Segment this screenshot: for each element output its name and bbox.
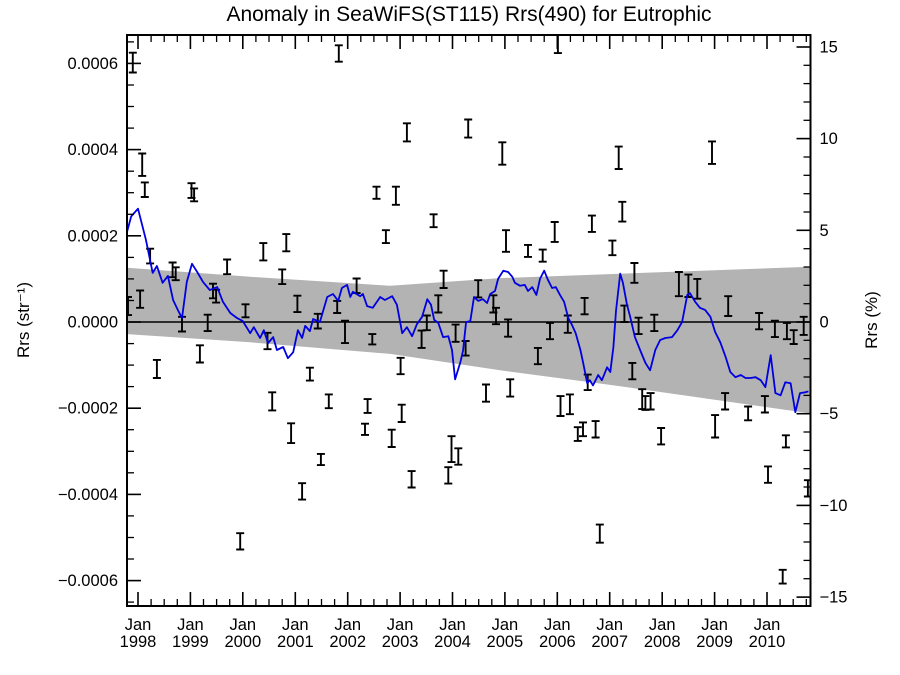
svg-text:Jan: Jan bbox=[701, 616, 728, 634]
svg-text:Jan: Jan bbox=[282, 616, 309, 634]
left-axis-label: Rrs (str⁻¹) bbox=[14, 282, 33, 359]
svg-text:0.0004: 0.0004 bbox=[68, 141, 118, 159]
svg-text:2002: 2002 bbox=[329, 633, 366, 651]
svg-text:2000: 2000 bbox=[224, 633, 261, 651]
svg-text:−0.0006: −0.0006 bbox=[58, 572, 118, 590]
svg-text:2008: 2008 bbox=[644, 633, 681, 651]
svg-text:Jan: Jan bbox=[649, 616, 676, 634]
svg-text:0: 0 bbox=[820, 314, 829, 332]
svg-text:2007: 2007 bbox=[591, 633, 628, 651]
svg-text:10: 10 bbox=[820, 130, 838, 148]
svg-text:Jan: Jan bbox=[177, 616, 204, 634]
svg-text:2005: 2005 bbox=[487, 633, 524, 651]
left-axis-ticks: 0.0006 0.0004 0.0002 0.0000 −0.0002 −0.0004 −0… bbox=[58, 41, 141, 603]
svg-text:Jan: Jan bbox=[439, 616, 466, 634]
svg-text:2006: 2006 bbox=[539, 633, 576, 651]
svg-text:5: 5 bbox=[820, 222, 829, 240]
smoothed-anomaly-line bbox=[127, 207, 809, 414]
svg-text:Jan: Jan bbox=[334, 616, 361, 634]
svg-text:1999: 1999 bbox=[172, 633, 209, 651]
svg-text:Jan: Jan bbox=[492, 616, 519, 634]
svg-text:2004: 2004 bbox=[434, 633, 471, 651]
svg-text:−0.0002: −0.0002 bbox=[58, 400, 118, 418]
svg-text:2009: 2009 bbox=[696, 633, 733, 651]
svg-text:−15: −15 bbox=[820, 589, 848, 607]
svg-text:0.0002: 0.0002 bbox=[68, 227, 118, 245]
svg-text:−10: −10 bbox=[820, 497, 848, 515]
x-axis-ticks: Jan1998Jan1999Jan2000Jan2001Jan2002Jan20… bbox=[120, 35, 807, 651]
svg-text:Jan: Jan bbox=[125, 616, 152, 634]
svg-text:−5: −5 bbox=[820, 405, 839, 423]
svg-text:Jan: Jan bbox=[229, 616, 256, 634]
svg-text:2001: 2001 bbox=[277, 633, 314, 651]
svg-text:0.0006: 0.0006 bbox=[68, 55, 118, 73]
svg-text:1998: 1998 bbox=[120, 633, 157, 651]
svg-text:Jan: Jan bbox=[387, 616, 414, 634]
svg-text:0.0000: 0.0000 bbox=[68, 314, 118, 332]
plot-frame bbox=[126, 34, 812, 607]
svg-text:Jan: Jan bbox=[754, 616, 781, 634]
svg-text:Jan: Jan bbox=[596, 616, 623, 634]
right-axis-ticks: 15 10 5 0 −5 −10 −15 bbox=[796, 39, 848, 607]
svg-text:Jan: Jan bbox=[544, 616, 571, 634]
svg-text:2003: 2003 bbox=[382, 633, 419, 651]
svg-text:15: 15 bbox=[820, 39, 838, 57]
chart-title: Anomaly in SeaWiFS(ST115) Rrs(490) for E… bbox=[226, 3, 712, 26]
svg-text:2010: 2010 bbox=[749, 633, 786, 651]
right-axis-label: Rrs (%) bbox=[862, 291, 881, 349]
svg-text:−0.0004: −0.0004 bbox=[58, 486, 118, 504]
